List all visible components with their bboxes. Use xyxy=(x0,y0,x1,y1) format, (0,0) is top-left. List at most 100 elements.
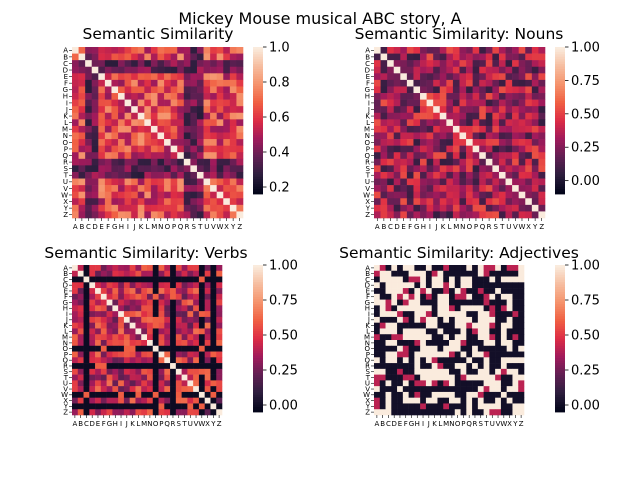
heatmap-cell xyxy=(123,293,130,300)
heatmap-cell xyxy=(95,351,102,358)
heatmap-cell xyxy=(123,340,130,347)
heatmap-cell xyxy=(78,66,86,74)
colorbar-segment xyxy=(253,318,263,322)
heatmap-cell xyxy=(98,178,106,186)
heatmap-cell xyxy=(431,265,438,272)
heatmap-cell xyxy=(89,380,96,387)
heatmap-cell xyxy=(106,276,113,283)
heatmap-cell xyxy=(106,305,113,312)
heatmap-cell xyxy=(177,47,185,54)
heatmap-cell xyxy=(400,178,408,186)
colorbar-segment xyxy=(253,323,263,327)
colorbar-segment xyxy=(253,91,263,94)
heatmap-panel-1: Semantic SimilarityABCDEFGHIJKLMNOPQRSTU… xyxy=(61,25,290,231)
heatmap-cell xyxy=(77,334,84,341)
heatmap-cell xyxy=(157,171,165,179)
heatmap-cell xyxy=(446,145,454,153)
heatmap-cell xyxy=(223,66,231,74)
heatmap-cell xyxy=(106,334,113,341)
heatmap-cell xyxy=(129,368,136,375)
heatmap-cell xyxy=(85,145,93,153)
heatmap-cell xyxy=(472,288,479,295)
heatmap-cell xyxy=(512,357,519,364)
heatmap-cell xyxy=(223,132,231,140)
heatmap-cell xyxy=(193,265,200,272)
col-tick-label: N xyxy=(460,223,465,231)
heatmap-cell xyxy=(164,93,171,100)
heatmap-cell xyxy=(78,86,86,94)
heatmap-cell xyxy=(118,288,125,295)
heatmap-cell xyxy=(187,288,194,295)
colorbar-segment xyxy=(555,127,565,131)
row-tick-label: O xyxy=(364,139,370,147)
heatmap-cell xyxy=(129,409,136,416)
heatmap-cell xyxy=(506,293,513,300)
row-tick-label: R xyxy=(365,362,370,370)
heatmap-cell xyxy=(147,363,154,370)
colorbar-segment xyxy=(555,145,565,148)
heatmap-cell xyxy=(181,288,188,295)
heatmap-cell xyxy=(131,152,139,160)
colorbar-segment xyxy=(253,353,263,357)
heatmap-cell xyxy=(118,191,125,199)
heatmap-cell xyxy=(150,119,158,127)
heatmap-cell xyxy=(129,322,136,329)
colorbar-segment xyxy=(253,409,263,413)
colorbar-segment xyxy=(555,289,565,293)
heatmap-cell xyxy=(385,368,392,375)
heatmap-cell xyxy=(137,73,145,81)
heatmap-cell xyxy=(164,145,171,153)
row-tick-label: L xyxy=(366,119,370,127)
heatmap-cell xyxy=(460,357,467,364)
heatmap-cell xyxy=(210,139,217,146)
heatmap-cell xyxy=(413,66,421,74)
heatmap-cell xyxy=(400,165,408,173)
heatmap-cell xyxy=(198,282,205,289)
heatmap-cell xyxy=(236,132,244,140)
heatmap-cell xyxy=(498,171,506,179)
row-tick-label: G xyxy=(365,86,370,94)
heatmap-cell xyxy=(123,374,130,381)
row-tick-label: Z xyxy=(63,211,68,219)
heatmap-cell xyxy=(98,79,106,87)
heatmap-cell xyxy=(433,119,441,127)
heatmap-cell xyxy=(193,351,200,358)
heatmap-cell xyxy=(437,391,444,398)
heatmap-cell xyxy=(454,363,461,370)
heatmap-cell xyxy=(72,106,79,114)
colorbar-segment xyxy=(253,191,263,195)
heatmap-cell xyxy=(518,145,526,153)
col-tick-label: A xyxy=(374,420,379,428)
heatmap-cell xyxy=(106,270,113,277)
colorbar-segment xyxy=(253,96,263,99)
heatmap-cell xyxy=(460,403,467,410)
heatmap-cell xyxy=(104,47,112,54)
heatmap-cell xyxy=(512,305,519,312)
heatmap-cell xyxy=(531,191,539,199)
heatmap-cell xyxy=(72,351,79,358)
colorbar-segment xyxy=(555,81,565,85)
heatmap-cell xyxy=(495,311,502,318)
heatmap-cell xyxy=(223,99,231,107)
colorbar-segment xyxy=(555,336,565,339)
heatmap-cell xyxy=(472,391,479,398)
heatmap-cell xyxy=(183,47,191,54)
heatmap-cell xyxy=(408,305,415,312)
heatmap-cell xyxy=(112,403,119,410)
heatmap-cell xyxy=(157,191,165,199)
heatmap-cell xyxy=(472,145,480,153)
heatmap-cell xyxy=(229,99,237,107)
heatmap-cell xyxy=(406,93,414,100)
heatmap-cell xyxy=(123,334,130,341)
heatmap-cell xyxy=(170,363,177,370)
colorbar-segment xyxy=(555,125,565,129)
heatmap-cell xyxy=(425,334,432,341)
row-tick-label: D xyxy=(365,66,370,74)
heatmap-cell xyxy=(89,328,96,335)
heatmap-cell xyxy=(477,357,484,364)
col-tick-label: B xyxy=(79,223,84,231)
heatmap-cell xyxy=(426,60,434,68)
heatmap-cell xyxy=(512,191,519,199)
col-tick-label: S xyxy=(493,223,498,231)
heatmap-cell xyxy=(408,299,415,306)
